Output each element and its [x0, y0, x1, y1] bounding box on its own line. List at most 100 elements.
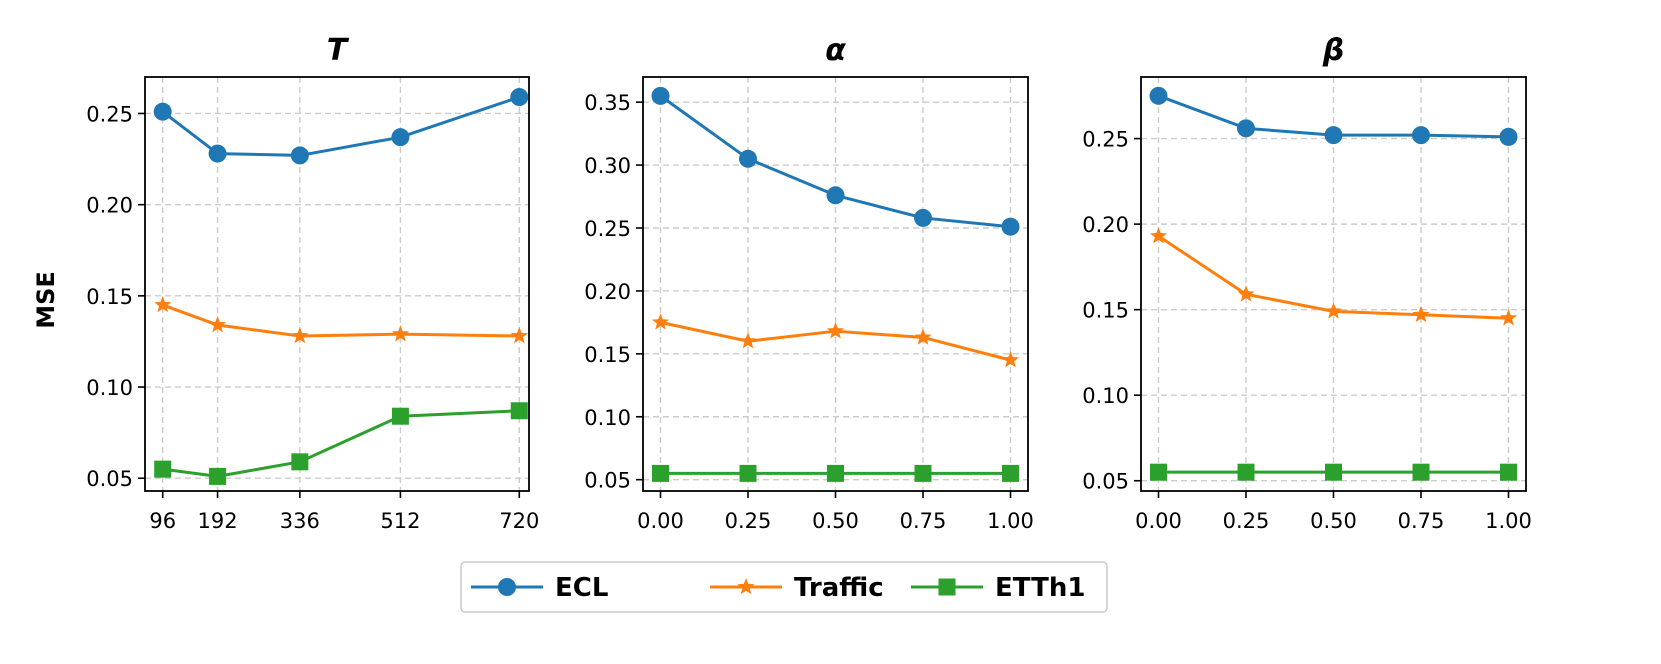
legend-label: ECL — [555, 573, 608, 603]
data-point-ecl — [290, 146, 309, 165]
data-point-traffic — [1001, 351, 1020, 368]
y-tick-label: 0.25 — [1082, 128, 1129, 152]
series-traffic — [154, 295, 528, 344]
x-tick-label: 512 — [380, 509, 420, 533]
y-tick-label: 0.25 — [584, 217, 631, 241]
panel-title: T — [327, 33, 350, 68]
data-point-ecl — [651, 86, 670, 105]
data-point-etth1 — [510, 402, 528, 420]
series-traffic — [651, 313, 1020, 368]
data-point-traffic — [651, 313, 670, 330]
series-line-etth1 — [162, 409, 520, 478]
data-point-traffic — [914, 328, 932, 345]
data-point-traffic — [510, 326, 528, 344]
data-point-ecl — [1499, 127, 1518, 146]
data-point-etth1 — [1412, 463, 1430, 481]
panel-1: 96 192 336 512 720 0.05 0.10 0.15 0.20 0.25 T — [86, 33, 539, 533]
y-tick-label: 0.20 — [584, 280, 631, 304]
y-tick-label: 0.05 — [86, 467, 133, 491]
series-ecl — [1149, 86, 1518, 146]
data-point-etth1 — [291, 453, 309, 471]
y-tick-label: 0.20 — [86, 194, 133, 218]
data-point-etth1 — [1237, 463, 1255, 481]
data-point-etth1 — [209, 467, 227, 485]
data-point-ecl — [1001, 217, 1020, 236]
y-axis-label: MSE — [32, 271, 60, 329]
legend-item-ecl: ECL — [471, 573, 608, 603]
legend-label: Traffic — [794, 573, 884, 603]
panel-3: 0.00 0.25 0.50 0.75 1.00 0.05 0.10 0.15 0.20 0.25… — [1082, 33, 1532, 533]
x-tick-label: 0.50 — [812, 509, 859, 533]
panel-2: 0.00 0.25 0.50 0.75 1.00 0.05 0.10 0.15 0.20 0.25… — [584, 33, 1034, 533]
series-traffic — [1149, 227, 1518, 326]
legend-marker-ecl — [498, 578, 516, 596]
data-point-ecl — [1149, 86, 1168, 105]
series-etth1 — [652, 464, 1019, 482]
x-tick-label: 192 — [198, 509, 238, 533]
series-etth1 — [154, 402, 528, 485]
data-point-etth1 — [827, 464, 844, 482]
y-tick-label: 0.05 — [1082, 470, 1129, 494]
data-point-traffic — [209, 316, 227, 333]
data-point-ecl — [1324, 126, 1343, 145]
axes-frame — [144, 76, 530, 492]
y-tick-label: 0.10 — [1082, 384, 1129, 408]
series-ecl — [651, 86, 1020, 236]
y-tick-label: 0.35 — [584, 91, 631, 115]
series-ecl — [153, 88, 529, 165]
legend-item-traffic: Traffic — [710, 573, 884, 603]
data-point-ecl — [826, 186, 845, 205]
y-tick-label: 0.20 — [1082, 213, 1129, 237]
x-tick-label: 0.75 — [900, 509, 947, 533]
legend-item-etth1: ETTh1 — [911, 573, 1085, 603]
data-point-ecl — [914, 208, 932, 227]
data-point-traffic — [1324, 302, 1343, 319]
data-point-ecl — [739, 149, 757, 168]
y-tick-label: 0.25 — [86, 102, 133, 126]
data-point-traffic — [391, 325, 409, 342]
panel-title: β — [1322, 33, 1344, 68]
data-point-etth1 — [1150, 463, 1167, 481]
y-tick-label: 0.05 — [584, 469, 631, 493]
x-tick-label: 0.25 — [1223, 509, 1270, 533]
data-point-etth1 — [391, 407, 409, 425]
x-tick-label: 720 — [499, 509, 539, 533]
y-tick-label: 0.10 — [86, 376, 133, 400]
x-tick-label: 0.00 — [1135, 509, 1182, 533]
data-point-etth1 — [739, 464, 757, 482]
x-tick-label: 336 — [280, 509, 320, 533]
data-point-traffic — [291, 326, 309, 344]
data-point-traffic — [1412, 305, 1430, 323]
data-point-etth1 — [1325, 463, 1342, 481]
data-point-etth1 — [1002, 464, 1019, 482]
x-tick-label: 1.00 — [987, 509, 1034, 533]
x-tick-label: 0.75 — [1398, 509, 1445, 533]
data-point-etth1 — [154, 460, 172, 478]
legend-marker-traffic — [737, 578, 755, 595]
data-point-ecl — [391, 128, 410, 147]
x-tick-label: 96 — [149, 509, 176, 533]
x-tick-label: 0.50 — [1310, 509, 1357, 533]
data-point-traffic — [1149, 227, 1168, 244]
legend-marker-etth1 — [938, 578, 956, 596]
data-point-ecl — [510, 88, 529, 107]
legend-label: ETTh1 — [995, 573, 1085, 603]
panel-title: α — [825, 33, 846, 68]
data-point-etth1 — [1500, 463, 1517, 481]
data-point-traffic — [1237, 285, 1255, 302]
data-point-ecl — [153, 102, 172, 121]
data-point-traffic — [826, 322, 845, 339]
data-point-traffic — [1499, 309, 1518, 326]
legend: ECL Traffic ETTh1 — [460, 561, 1108, 613]
y-tick-label: 0.10 — [584, 406, 631, 430]
data-point-ecl — [208, 144, 227, 163]
y-tick-label: 0.15 — [584, 343, 631, 367]
data-point-traffic — [739, 332, 757, 349]
data-point-traffic — [154, 295, 172, 313]
data-point-ecl — [1412, 126, 1430, 145]
x-tick-label: 0.00 — [637, 509, 684, 533]
y-tick-label: 0.15 — [86, 285, 133, 309]
data-point-ecl — [1237, 119, 1255, 138]
